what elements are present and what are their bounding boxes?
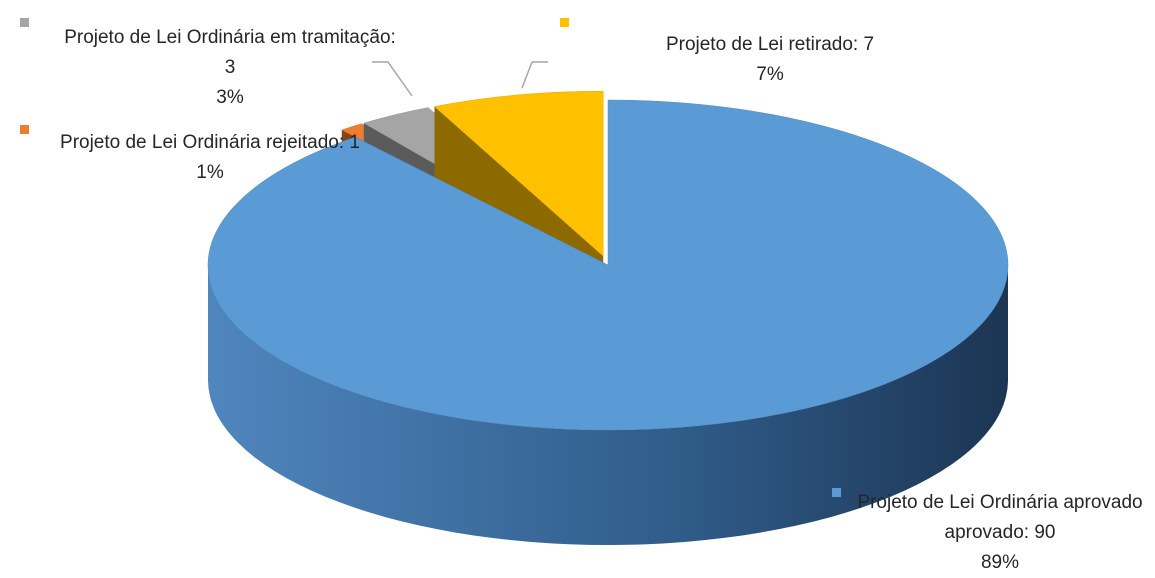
label-box: Projeto de Lei Ordinária aprovado aprova… bbox=[850, 488, 1150, 578]
pie-slice bbox=[207, 99, 1009, 545]
slice-side bbox=[208, 265, 1008, 545]
data-label: Projeto de Lei retirado: 7 bbox=[665, 34, 875, 55]
slice-top bbox=[433, 90, 604, 257]
percent-label: 3% bbox=[216, 87, 244, 108]
legend-key bbox=[20, 18, 29, 27]
percent-label: 1% bbox=[196, 162, 224, 183]
data-label: Projeto de Lei Ordinária rejeitado: 1 bbox=[60, 132, 360, 153]
label-box: Projeto de Lei Ordinária rejeitado: 1 1% bbox=[60, 128, 360, 188]
leader-lines bbox=[372, 61, 548, 97]
leader-line bbox=[372, 61, 413, 97]
data-label: Projeto de Lei Ordinária aprovado aprova… bbox=[857, 492, 1143, 543]
legend-key bbox=[832, 488, 841, 497]
slice-top bbox=[207, 99, 1009, 431]
leader-line bbox=[521, 61, 548, 89]
label-box: Projeto de Lei retirado: 7 7% bbox=[600, 30, 940, 90]
percent-label: 89% bbox=[980, 552, 1020, 573]
legend-key bbox=[560, 18, 569, 27]
data-label: Projeto de Lei Ordinária em tramitação: … bbox=[64, 27, 396, 78]
percent-label: 7% bbox=[756, 64, 784, 85]
label-box: Projeto de Lei Ordinária em tramitação: … bbox=[60, 23, 400, 113]
legend-key bbox=[20, 125, 29, 134]
